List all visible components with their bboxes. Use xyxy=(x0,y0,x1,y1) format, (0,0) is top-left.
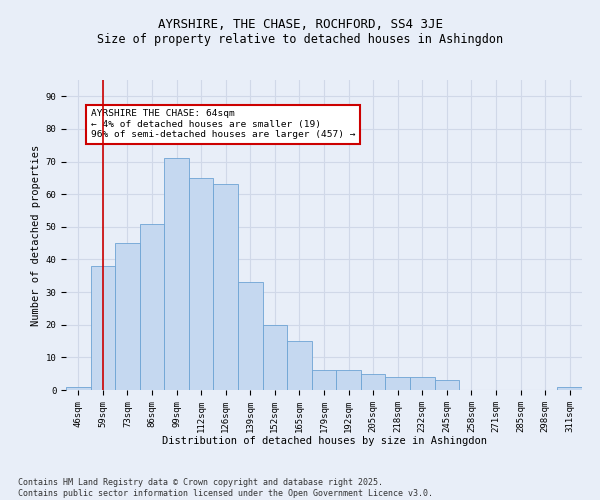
Bar xyxy=(263,324,287,390)
Y-axis label: Number of detached properties: Number of detached properties xyxy=(31,144,41,326)
Bar xyxy=(164,158,189,390)
Text: Size of property relative to detached houses in Ashingdon: Size of property relative to detached ho… xyxy=(97,32,503,46)
Bar xyxy=(361,374,385,390)
Bar xyxy=(312,370,336,390)
Bar xyxy=(115,243,140,390)
Bar xyxy=(214,184,238,390)
Bar xyxy=(385,377,410,390)
Bar xyxy=(66,386,91,390)
Bar xyxy=(91,266,115,390)
Bar xyxy=(557,386,582,390)
Bar xyxy=(336,370,361,390)
Text: Contains HM Land Registry data © Crown copyright and database right 2025.
Contai: Contains HM Land Registry data © Crown c… xyxy=(18,478,433,498)
Bar xyxy=(410,377,434,390)
Bar xyxy=(140,224,164,390)
Text: AYRSHIRE, THE CHASE, ROCHFORD, SS4 3JE: AYRSHIRE, THE CHASE, ROCHFORD, SS4 3JE xyxy=(157,18,443,30)
Bar xyxy=(434,380,459,390)
Bar xyxy=(238,282,263,390)
Bar xyxy=(287,341,312,390)
Text: AYRSHIRE THE CHASE: 64sqm
← 4% of detached houses are smaller (19)
96% of semi-d: AYRSHIRE THE CHASE: 64sqm ← 4% of detach… xyxy=(91,110,355,139)
Bar xyxy=(189,178,214,390)
X-axis label: Distribution of detached houses by size in Ashingdon: Distribution of detached houses by size … xyxy=(161,436,487,446)
